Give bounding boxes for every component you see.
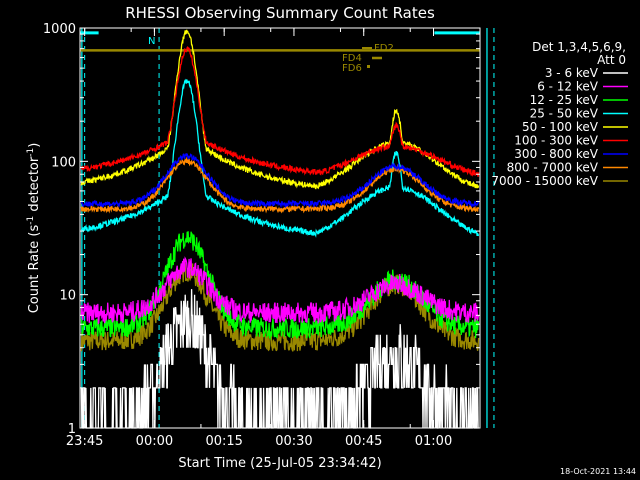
legend-label: 6 - 12 keV — [537, 80, 599, 94]
series-line — [80, 46, 480, 177]
x-axis-label: Start Time (25-Jul-05 23:34:42) — [178, 456, 381, 471]
y-tick-label: 1000 — [43, 22, 76, 37]
x-tick-label: 23:45 — [66, 434, 103, 449]
y-axis: 1 10 100 1000 — [43, 22, 480, 437]
legend-header-1: Det 1,3,4,5,6,9, — [532, 40, 626, 54]
x-tick-label: 00:15 — [205, 434, 242, 449]
plot-frame — [79, 27, 481, 429]
legend-label: 100 - 300 keV — [514, 134, 598, 148]
annotation-label: FD6 — [342, 63, 362, 74]
y-axis-label-exp-2: -1 — [26, 148, 36, 157]
fd6-marker — [367, 65, 370, 68]
x-tick-label: 01:00 — [415, 434, 452, 449]
y-tick-label: 100 — [51, 155, 76, 170]
series-line — [80, 78, 480, 238]
timestamp: 18-Oct-2021 13:44 — [560, 467, 636, 476]
legend-header-2: Att 0 — [597, 53, 626, 67]
annotation-label: N — [148, 36, 155, 47]
chart-title: RHESSI Observing Summary Count Rates — [125, 4, 435, 22]
y-axis-label-part-1: Count Rate (s — [27, 225, 42, 314]
x-tick-label: 00:00 — [136, 434, 173, 449]
series-line — [80, 256, 480, 325]
annotation-label: FD2 — [374, 43, 394, 54]
y-axis-label-part-3: ) — [27, 143, 42, 148]
y-axis-label-part-2: detector — [27, 156, 42, 216]
legend-label: 50 - 100 keV — [522, 120, 599, 134]
annotation-label: FD4 — [342, 53, 362, 64]
legend-label: 25 - 50 keV — [530, 107, 599, 121]
legend-label: 12 - 25 keV — [530, 93, 599, 107]
legend-label: 300 - 800 keV — [514, 147, 598, 161]
legend-label: 800 - 7000 keV — [507, 161, 599, 175]
series-line — [80, 289, 479, 429]
y-tick-label: 10 — [59, 289, 76, 304]
series-layer — [80, 29, 480, 429]
legend-label: 3 - 6 keV — [545, 66, 599, 80]
series-line — [80, 153, 480, 209]
legend-label: 7000 - 15000 keV — [491, 174, 598, 188]
x-tick-label: 00:45 — [345, 434, 382, 449]
y-axis-label: Count Rate (s-1 detector-1) — [26, 143, 42, 314]
x-tick-label: 00:30 — [275, 434, 312, 449]
y-axis-label-exp-1: -1 — [26, 216, 36, 225]
x-axis: 23:45 00:00 00:15 00:30 00:45 01:00 — [66, 28, 481, 449]
y-tick-label: 1 — [68, 422, 76, 437]
